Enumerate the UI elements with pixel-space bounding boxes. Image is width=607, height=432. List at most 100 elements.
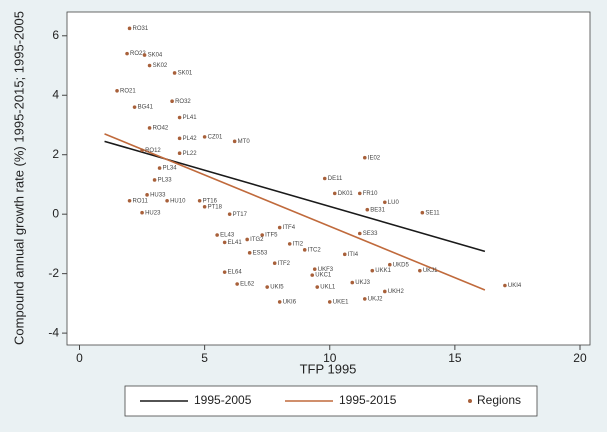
region-point [420,210,425,215]
point-label: ITC2 [308,247,322,253]
point-label: PL42 [183,136,198,142]
region-point [362,297,367,301]
point-label: ES53 [253,250,268,256]
point-label: BG41 [138,105,154,111]
region-point [227,212,232,216]
point-label: EL41 [228,240,243,246]
point-label: UKI6 [283,299,297,305]
region-point [302,248,307,252]
region-point [245,237,249,242]
region-point [140,210,144,215]
point-label: UKJ1 [423,268,438,274]
point-label: RO12 [145,148,161,154]
region-point [418,268,422,273]
point-label: SE33 [363,231,378,237]
point-label: RO31 [133,26,149,32]
x-tick-label: 10 [323,351,337,365]
y-tick-label: 6 [52,28,59,42]
point-label: SK04 [148,53,163,59]
region-point [383,289,387,294]
point-label: ITF2 [278,261,291,267]
region-point [165,198,169,203]
point-label: EL64 [228,270,243,276]
legend-label: Regions [477,393,521,407]
region-point [260,233,264,237]
point-label: SK02 [153,63,168,69]
point-label: PT18 [208,204,223,210]
point-label: ITI4 [348,252,359,258]
point-label: PT16 [203,198,218,204]
region-point [152,178,157,182]
region-point [357,191,362,196]
point-label: UKF3 [318,267,334,273]
point-label: IE02 [368,155,381,161]
point-label: RO22 [130,51,146,57]
region-point [312,267,317,271]
region-point [222,240,227,245]
point-label: UKJ2 [368,296,383,302]
x-tick-label: 20 [573,351,587,365]
point-label: UKJ3 [355,280,370,286]
point-label: HU23 [145,210,161,216]
region-point [357,231,362,236]
point-label: ITG2 [250,237,264,243]
region-point [157,166,162,170]
legend-label: 1995-2005 [194,393,252,407]
y-tick-label: 0 [52,206,59,220]
region-point [350,280,355,285]
region-point [115,88,119,93]
region-point [370,268,375,273]
region-point [322,176,327,181]
point-label: RO21 [120,88,136,94]
region-point [177,136,182,141]
y-tick-label: -2 [48,266,59,280]
point-label: FR10 [363,191,378,197]
region-point [132,105,137,109]
point-label: RO42 [153,126,169,132]
region-point [503,283,507,288]
region-point [247,251,252,255]
point-label: EL43 [220,233,235,239]
region-point [315,285,320,289]
region-point [287,242,292,246]
x-tick-label: 5 [201,351,208,365]
point-label: HU10 [170,198,186,204]
y-axis-title: Compound annual growth rate (%) 1995-201… [11,11,26,345]
x-axis-title: TFP 1995 [300,361,357,376]
region-point [362,155,367,160]
region-point [147,126,152,130]
point-label: BE31 [370,207,385,213]
point-label: UKI4 [508,283,522,289]
region-point [388,262,392,267]
region-point [327,300,332,304]
point-label: EL62 [240,282,255,288]
point-label: LU0 [388,200,400,206]
point-label: SK01 [178,71,193,77]
fit-line [104,133,486,291]
point-label: HU33 [150,192,166,198]
point-label: UKH2 [388,289,405,295]
point-label: UKL1 [320,285,336,291]
region-point [232,139,237,144]
region-point [365,207,370,212]
point-label: CZ01 [208,134,223,140]
point-label: ITF5 [265,233,278,239]
region-point [140,148,144,153]
region-point [222,270,227,274]
point-label: ITI2 [293,241,304,247]
point-label: PL33 [158,178,173,184]
point-label: RO11 [133,198,149,204]
region-point [197,198,202,203]
region-point [277,225,282,230]
y-tick-label: 2 [52,147,59,161]
region-point [127,198,132,203]
region-point [235,282,239,286]
region-point [202,135,207,139]
region-point [342,252,347,257]
region-point [172,71,177,75]
point-label: UKC1 [315,273,332,279]
region-point [310,273,315,277]
y-tick-label: -4 [48,325,59,339]
region-point [277,300,282,304]
